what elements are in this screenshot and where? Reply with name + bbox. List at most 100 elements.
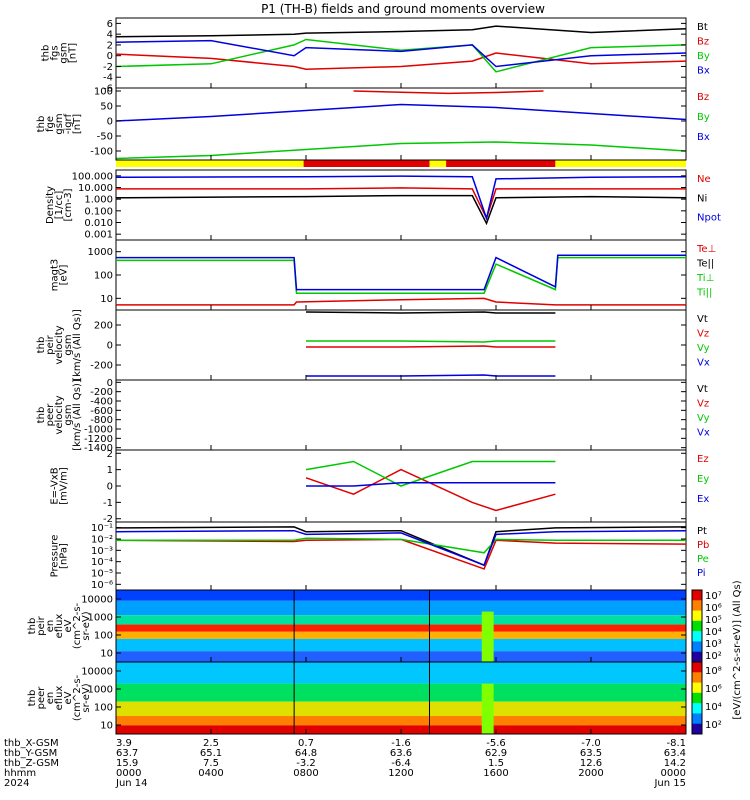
colorbar-tick-label: 10⁷ (705, 591, 722, 602)
ephemeris-value: 2000 (578, 768, 603, 779)
y-tick-label: 10⁻¹ (91, 523, 113, 534)
spectrogram-band (116, 624, 686, 632)
spectrogram-band (116, 662, 686, 684)
y-tick-label: 4 (107, 30, 113, 41)
y-axis-label: eflux (54, 614, 65, 639)
y-axis-label: fgs (50, 45, 61, 60)
series-Bx (115, 103, 687, 122)
y-tick-label: 100 (94, 271, 113, 282)
y-tick-label: -1200 (84, 434, 113, 445)
series-Bx (115, 39, 687, 68)
y-tick-label: -6 (103, 84, 113, 95)
colorbar-tick-label: 10⁶ (705, 684, 722, 695)
ephemeris-value: 1200 (388, 768, 413, 779)
colorbar-label: [eV/(cm^2-s-sr-eV)] (All Qs) (732, 580, 743, 719)
legend-entry: Pt (697, 526, 707, 537)
ephemeris-value: 0.7 (298, 738, 314, 749)
colorbar-swatch (692, 662, 702, 673)
y-axis-label: thb (27, 690, 38, 707)
legend-entry: Ey (697, 474, 709, 485)
legend-entry: Bz (697, 37, 709, 48)
y-tick-label: -2 (103, 62, 113, 73)
ephemeris-value: Jun 15 (653, 778, 686, 789)
spectrogram-band (116, 683, 686, 702)
legend-entry: Ez (697, 454, 709, 465)
ephemeris-label: hhmm (4, 768, 36, 779)
legend-entry: Vx (697, 428, 710, 439)
y-tick-label: 10.000 (78, 183, 113, 194)
series-By (115, 38, 687, 73)
series-Pb (115, 538, 687, 570)
colorbar-swatch (692, 651, 702, 663)
legend-entry: Npot (697, 213, 721, 224)
ephemeris-value: -8.1 (666, 738, 686, 749)
y-axis-label: sr-eV) (81, 611, 92, 640)
panel-peer: 0-200-400-600-800-1000-1200-1400 thbpeerv… (36, 378, 710, 454)
legend-entry: Vt (697, 314, 708, 325)
y-tick-label: 100 (94, 631, 113, 642)
y-tick-label: -50 (97, 132, 113, 143)
y-tick-label: 0 (107, 378, 113, 389)
y-axis-label: peer (45, 403, 56, 427)
y-axis-label: velocity (54, 395, 65, 434)
plot-title: P1 (TH-B) fields and ground moments over… (261, 2, 545, 16)
y-axis-label: Pressure (50, 535, 61, 578)
y-tick-label: 10⁻⁵ (91, 569, 113, 580)
panel-frame (115, 169, 687, 241)
spectrogram-band (116, 651, 686, 662)
y-axis-label: [1/cc] (54, 191, 65, 220)
ephemeris-value: 0800 (293, 768, 318, 779)
y-axis-label: gsm (63, 334, 74, 355)
y-tick-label: 1 (107, 465, 113, 476)
legend-entry: Bt (697, 22, 708, 33)
series-Ti (116, 256, 686, 294)
panel-frame (115, 17, 687, 89)
ephemeris-value: 2.5 (203, 738, 219, 749)
ephemeris-value: 63.7 (116, 748, 138, 759)
colorbar-swatch (692, 682, 702, 694)
y-tick-label: 10000 (81, 667, 113, 678)
series-Ey (305, 460, 556, 487)
legend-entry: Te⊥ (696, 244, 716, 255)
y-tick-label: 10 (100, 649, 113, 660)
y-tick-label: 6 (107, 19, 113, 30)
y-axis-label: thb (27, 618, 38, 635)
y-axis-label: [mV/m] (59, 467, 70, 505)
y-tick-label: 10000 (81, 595, 113, 606)
series-Bt (115, 25, 687, 38)
ephemeris-label: thb_Y-GSM (4, 748, 57, 759)
mode-bar-segment-2 (429, 160, 447, 167)
panel-efield: 2 1 0 -1 -2 E=-VxB[mV/m] Ez Ey Ex (50, 449, 710, 525)
series-Vy (306, 340, 556, 343)
spectrogram-feature (481, 611, 494, 662)
y-tick-label: -400 (90, 397, 113, 408)
series-Tep (116, 297, 686, 306)
y-tick-label: -4 (103, 73, 113, 84)
y-tick-label: 0 (107, 51, 113, 62)
y-tick-label: -600 (90, 406, 113, 417)
ephemeris-label: thb_Z-GSM (4, 758, 59, 769)
y-tick-label: 10 (100, 294, 113, 305)
y-axis-label: eV (63, 691, 74, 704)
y-tick-label: 100 (94, 703, 113, 714)
ephemeris-value: 1.5 (488, 758, 504, 769)
legend-entry: By (697, 112, 710, 123)
y-tick-label: 0 (107, 482, 113, 493)
y-axis-label: (cm^2-s- (72, 674, 83, 721)
y-tick-label: 0 (107, 117, 113, 128)
spectrogram-band (116, 590, 686, 601)
y-tick-label: -200 (90, 361, 113, 372)
spectrogram-band (116, 631, 686, 639)
y-tick-label: 2 (107, 40, 113, 51)
series-Ni (115, 194, 687, 226)
colorbar-swatch (692, 713, 702, 725)
panel-peir_spec: 10000 1000 100 10 thbpeirenefluxeV(cm^2-s-sr… (27, 589, 687, 663)
colorbar-tick-label: 10⁸ (705, 666, 722, 677)
series-Vx (306, 374, 556, 377)
y-axis-label: peir (36, 615, 47, 635)
y-axis-label: magt3 (50, 259, 61, 292)
ephemeris-value: 3.9 (116, 738, 132, 749)
legend-entry: Vt (697, 384, 708, 395)
